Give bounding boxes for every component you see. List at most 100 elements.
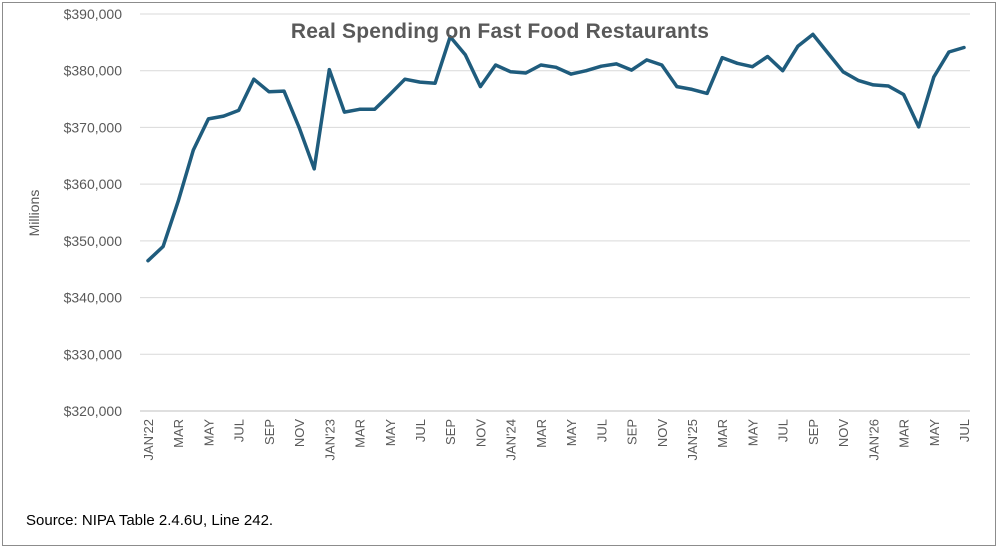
- data-point: [463, 53, 467, 57]
- x-tick-label: JAN'26: [866, 419, 881, 461]
- data-point: [614, 62, 618, 66]
- data-point: [358, 107, 362, 111]
- x-tick-label: NOV: [836, 419, 851, 448]
- x-tick-label: JUL: [413, 419, 428, 442]
- data-point: [917, 125, 921, 129]
- data-point: [962, 45, 966, 49]
- data-point: [252, 77, 256, 81]
- data-point: [705, 91, 709, 95]
- data-point: [433, 81, 437, 85]
- x-tick-label: MAR: [897, 419, 912, 448]
- data-point: [826, 51, 830, 55]
- x-tick-label: MAY: [201, 419, 216, 447]
- y-tick-label: $340,000: [64, 290, 123, 306]
- data-point: [660, 63, 664, 67]
- data-point: [871, 83, 875, 87]
- data-point: [599, 64, 603, 68]
- x-tick-label: SEP: [806, 419, 821, 445]
- data-point: [267, 90, 271, 94]
- gridlines: [140, 13, 970, 412]
- data-point: [554, 65, 558, 69]
- data-point: [237, 108, 241, 112]
- x-tick-label: JAN'23: [322, 419, 337, 461]
- y-axis-label: Millions: [26, 189, 42, 237]
- x-tick-label: SEP: [262, 419, 277, 445]
- data-point: [161, 245, 165, 249]
- x-tick-label: JUL: [957, 419, 972, 442]
- x-tick-label: JAN'22: [141, 419, 156, 461]
- y-tick-label: $350,000: [64, 233, 123, 249]
- x-tick-label: SEP: [625, 419, 640, 445]
- y-tick-label: $380,000: [64, 63, 123, 79]
- x-tick-label: NOV: [655, 419, 670, 448]
- data-point: [312, 167, 316, 171]
- x-tick-label: MAR: [534, 419, 549, 448]
- data-point: [176, 199, 180, 203]
- data-point: [403, 77, 407, 81]
- source-note: Source: NIPA Table 2.4.6U, Line 242.: [26, 512, 274, 529]
- data-point: [735, 61, 739, 65]
- data-point: [584, 69, 588, 73]
- data-point: [282, 89, 286, 93]
- y-tick-label: $390,000: [64, 6, 123, 22]
- data-point: [388, 93, 392, 97]
- data-point: [902, 93, 906, 97]
- y-axis-tick-labels: $320,000 $330,000 $340,000 $350,000 $360,000…: [64, 6, 123, 419]
- data-point: [675, 85, 679, 89]
- x-tick-label: MAY: [745, 419, 760, 447]
- data-point: [932, 75, 936, 79]
- data-point: [222, 114, 226, 118]
- data-point: [856, 78, 860, 82]
- x-tick-label: JUL: [594, 419, 609, 442]
- data-point: [781, 69, 785, 73]
- y-tick-label: $330,000: [64, 346, 123, 362]
- data-point: [645, 58, 649, 62]
- data-point: [206, 117, 210, 121]
- data-point: [947, 50, 951, 54]
- data-point: [796, 44, 800, 48]
- x-tick-label: MAY: [383, 419, 398, 447]
- data-point: [373, 107, 377, 111]
- x-tick-label: JUL: [776, 419, 791, 442]
- data-point: [524, 71, 528, 75]
- y-tick-label: $320,000: [64, 403, 123, 419]
- x-tick-label: MAY: [927, 419, 942, 447]
- data-point: [327, 68, 331, 72]
- data-point: [720, 56, 724, 60]
- y-tick-label: $360,000: [64, 176, 123, 192]
- data-point: [342, 110, 346, 114]
- data-point: [750, 65, 754, 69]
- data-point: [811, 32, 815, 36]
- data-point: [448, 35, 452, 39]
- data-point: [630, 68, 634, 72]
- data-point: [494, 63, 498, 67]
- data-point: [146, 259, 150, 263]
- x-tick-label: MAR: [171, 419, 186, 448]
- x-tick-label: JUL: [232, 419, 247, 442]
- x-tick-label: NOV: [292, 419, 307, 448]
- x-tick-label: MAR: [715, 419, 730, 448]
- x-tick-label: MAY: [564, 419, 579, 447]
- x-axis-tick-labels: JAN'22 MAR MAY JUL SEP NOV JAN'23 MAR MAY JUL SEP N…: [141, 419, 972, 461]
- x-tick-label: JAN'24: [504, 419, 519, 461]
- data-point: [191, 148, 195, 152]
- data-point: [886, 84, 890, 88]
- data-point: [841, 70, 845, 74]
- data-point: [766, 55, 770, 59]
- data-point: [418, 80, 422, 84]
- data-point: [509, 70, 513, 74]
- x-tick-label: MAR: [353, 419, 368, 448]
- series-layer: [146, 32, 966, 263]
- data-point: [297, 125, 301, 129]
- x-tick-label: NOV: [473, 419, 488, 448]
- data-point: [478, 85, 482, 89]
- chart-title: Real Spending on Fast Food Restaurants: [290, 20, 710, 43]
- x-tick-label: SEP: [443, 419, 458, 445]
- y-tick-label: $370,000: [64, 119, 123, 135]
- data-point: [539, 63, 543, 67]
- x-tick-label: JAN'25: [685, 419, 700, 461]
- data-point: [569, 72, 573, 76]
- data-point: [690, 87, 694, 91]
